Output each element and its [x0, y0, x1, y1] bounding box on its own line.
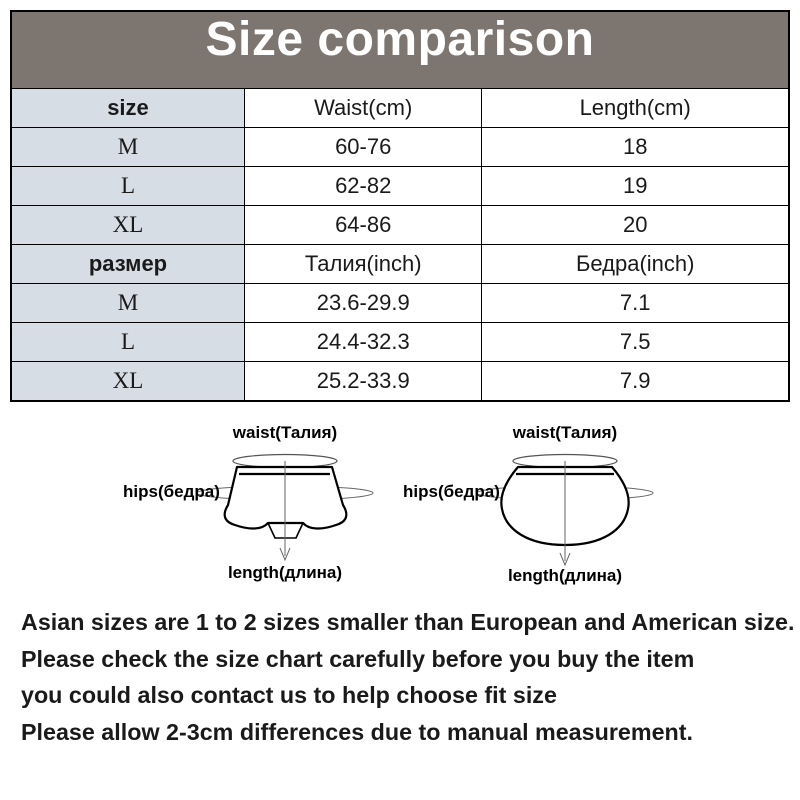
svg-text:waist(Талия): waist(Талия) [512, 423, 617, 442]
svg-text:hips(бедра): hips(бедра) [403, 482, 500, 501]
svg-text:waist(Талия): waist(Талия) [232, 423, 337, 442]
svg-text:hips(бедра): hips(бедра) [123, 482, 220, 501]
svg-text:length(длина): length(длина) [508, 566, 622, 585]
svg-text:length(длина): length(длина) [228, 563, 342, 582]
